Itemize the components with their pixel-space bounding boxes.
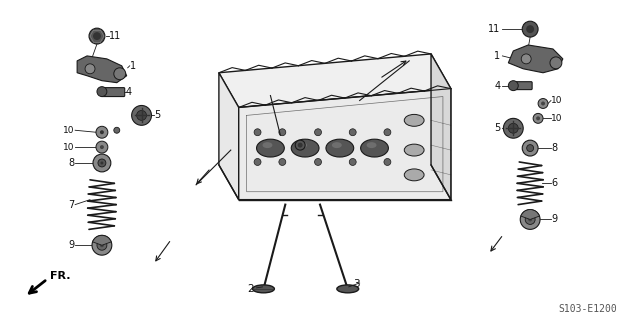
- Circle shape: [97, 87, 107, 97]
- Circle shape: [522, 21, 538, 37]
- Text: S103-E1200: S103-E1200: [559, 304, 618, 314]
- Circle shape: [522, 140, 538, 156]
- Circle shape: [314, 159, 321, 166]
- Circle shape: [97, 240, 107, 250]
- Ellipse shape: [404, 169, 424, 181]
- Circle shape: [508, 123, 518, 133]
- FancyBboxPatch shape: [101, 88, 125, 97]
- Text: 7: 7: [68, 200, 74, 210]
- Circle shape: [533, 114, 543, 123]
- Ellipse shape: [291, 139, 319, 157]
- Circle shape: [538, 99, 548, 108]
- Text: FR.: FR.: [51, 271, 71, 281]
- Text: 5: 5: [494, 123, 500, 133]
- Circle shape: [100, 145, 104, 149]
- Text: 9: 9: [68, 240, 74, 250]
- Circle shape: [96, 141, 108, 153]
- Polygon shape: [239, 89, 451, 200]
- Circle shape: [136, 110, 147, 120]
- Circle shape: [93, 32, 101, 40]
- Circle shape: [527, 145, 534, 152]
- Circle shape: [279, 159, 286, 166]
- Ellipse shape: [257, 139, 284, 157]
- Text: 11: 11: [109, 31, 121, 41]
- Ellipse shape: [326, 139, 354, 157]
- Circle shape: [85, 64, 95, 74]
- Circle shape: [96, 126, 108, 138]
- Circle shape: [521, 54, 531, 64]
- Text: 10: 10: [63, 143, 74, 152]
- Polygon shape: [219, 54, 451, 108]
- Text: 1: 1: [494, 51, 500, 61]
- Circle shape: [114, 68, 125, 80]
- Ellipse shape: [367, 142, 376, 148]
- Circle shape: [508, 81, 518, 91]
- Circle shape: [349, 159, 356, 166]
- Circle shape: [254, 129, 261, 136]
- Circle shape: [100, 130, 104, 134]
- Wedge shape: [521, 210, 540, 219]
- Circle shape: [384, 129, 391, 136]
- Ellipse shape: [337, 285, 358, 293]
- Circle shape: [504, 118, 524, 138]
- Text: 4: 4: [125, 86, 132, 97]
- Circle shape: [92, 235, 112, 255]
- Ellipse shape: [332, 142, 342, 148]
- Text: 8: 8: [551, 143, 557, 153]
- Text: 1: 1: [130, 61, 136, 71]
- Text: 9: 9: [551, 214, 557, 225]
- Text: 10: 10: [551, 96, 563, 105]
- Ellipse shape: [262, 142, 273, 148]
- Circle shape: [100, 243, 104, 247]
- Circle shape: [528, 218, 532, 221]
- Circle shape: [298, 143, 303, 148]
- Text: 2: 2: [248, 284, 254, 294]
- Circle shape: [520, 210, 540, 229]
- Circle shape: [100, 161, 104, 165]
- Circle shape: [525, 214, 535, 225]
- Polygon shape: [77, 56, 127, 83]
- Circle shape: [114, 127, 120, 133]
- Ellipse shape: [253, 285, 275, 293]
- Circle shape: [295, 140, 305, 150]
- Circle shape: [254, 159, 261, 166]
- Text: 5: 5: [154, 110, 161, 120]
- Polygon shape: [508, 45, 563, 73]
- Circle shape: [279, 129, 286, 136]
- Circle shape: [93, 154, 111, 172]
- Circle shape: [536, 116, 540, 120]
- Text: 8: 8: [68, 158, 74, 168]
- Circle shape: [314, 129, 321, 136]
- Circle shape: [349, 129, 356, 136]
- Circle shape: [132, 106, 152, 125]
- Polygon shape: [431, 54, 451, 200]
- Text: 10: 10: [551, 114, 563, 123]
- Text: 10: 10: [63, 126, 74, 135]
- Text: 3: 3: [353, 279, 359, 289]
- Text: 6: 6: [551, 178, 557, 188]
- Ellipse shape: [361, 139, 388, 157]
- Wedge shape: [93, 235, 111, 245]
- FancyBboxPatch shape: [512, 82, 532, 90]
- Text: 11: 11: [488, 24, 500, 34]
- Text: 4: 4: [494, 81, 500, 91]
- Circle shape: [98, 159, 106, 167]
- Circle shape: [541, 101, 545, 106]
- Circle shape: [550, 57, 562, 69]
- Circle shape: [384, 159, 391, 166]
- Polygon shape: [219, 73, 239, 200]
- Ellipse shape: [297, 142, 307, 148]
- Ellipse shape: [404, 115, 424, 126]
- Ellipse shape: [404, 144, 424, 156]
- Circle shape: [526, 25, 534, 33]
- Circle shape: [89, 28, 105, 44]
